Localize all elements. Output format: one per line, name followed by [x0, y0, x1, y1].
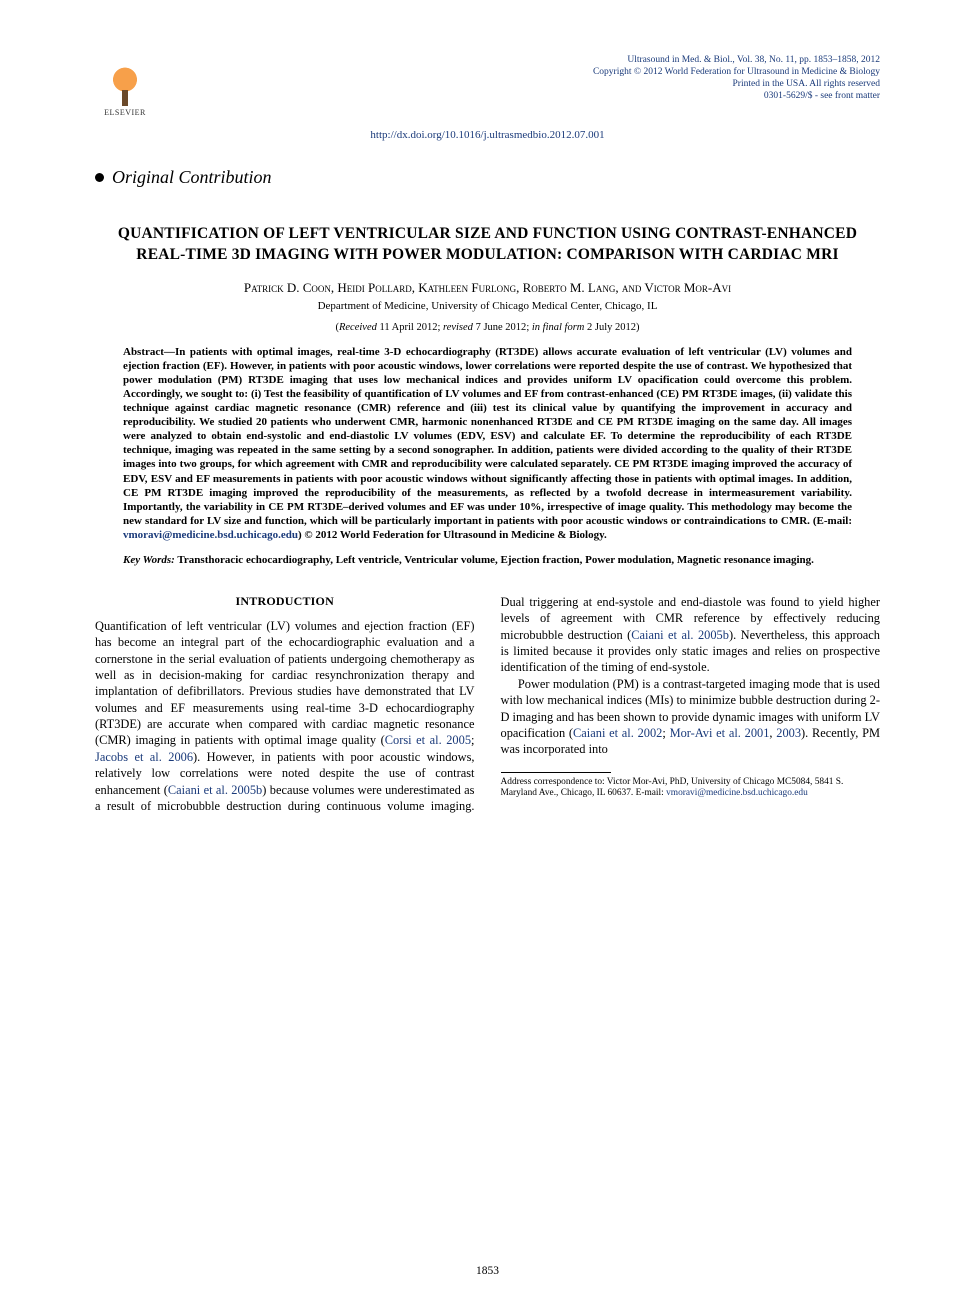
- body-columns: INTRODUCTION Quantification of left vent…: [95, 594, 880, 814]
- footnote-rule: [501, 772, 611, 773]
- received-date: 11 April 2012: [380, 322, 438, 333]
- abstract-body: In patients with optimal images, real-ti…: [123, 346, 852, 527]
- doi-link[interactable]: http://dx.doi.org/10.1016/j.ultrasmedbio…: [370, 129, 604, 141]
- meta-line: Copyright © 2012 World Federation for Ul…: [593, 67, 880, 79]
- citation-link[interactable]: Jacobs et al. 2006: [95, 750, 193, 764]
- keywords-label: Key Words:: [123, 554, 175, 566]
- doi-row: http://dx.doi.org/10.1016/j.ultrasmedbio…: [95, 129, 880, 141]
- header-row: ELSEVIER Ultrasound in Med. & Biol., Vol…: [95, 55, 880, 123]
- abstract-block: Abstract—In patients with optimal images…: [123, 345, 852, 542]
- keywords-list: Transthoracic echocardiography, Left ven…: [177, 554, 814, 566]
- authors-line: Patrick D. Coon, Heidi Pollard, Kathleen…: [95, 280, 880, 296]
- final-label: in final form: [532, 322, 585, 333]
- publisher-label: ELSEVIER: [104, 108, 146, 117]
- meta-line: Ultrasound in Med. & Biol., Vol. 38, No.…: [593, 55, 880, 67]
- elsevier-tree-icon: [104, 62, 146, 106]
- intro-paragraph-2: Power modulation (PM) is a contrast-targ…: [501, 676, 881, 758]
- journal-meta: Ultrasound in Med. & Biol., Vol. 38, No.…: [593, 55, 880, 103]
- meta-line: 0301-5629/$ - see front matter: [593, 91, 880, 103]
- introduction-heading: INTRODUCTION: [95, 594, 475, 610]
- page-number: 1853: [0, 1265, 975, 1277]
- revised-date: 7 June 2012: [476, 322, 527, 333]
- article-dates: (Received 11 April 2012; revised 7 June …: [95, 322, 880, 333]
- page-container: ELSEVIER Ultrasound in Med. & Biol., Vol…: [0, 0, 975, 854]
- bullet-icon: [95, 173, 104, 182]
- correspondence-footnote: Address correspondence to: Victor Mor-Av…: [501, 777, 881, 801]
- abstract-tail: ) © 2012 World Federation for Ultrasound…: [298, 529, 607, 541]
- final-date: 2 July 2012: [587, 322, 636, 333]
- citation-link[interactable]: Caiani et al. 2002: [573, 726, 662, 740]
- corresponding-email-link[interactable]: vmoravi@medicine.bsd.uchicago.edu: [123, 529, 298, 541]
- publisher-logo: ELSEVIER: [95, 55, 155, 123]
- footnote-email-link[interactable]: vmoravi@medicine.bsd.uchicago.edu: [666, 788, 808, 798]
- citation-link[interactable]: Mor-Avi et al. 2001: [670, 726, 770, 740]
- abstract-label: Abstract—: [123, 346, 175, 358]
- received-label: Received: [339, 322, 377, 333]
- affiliation-line: Department of Medicine, University of Ch…: [95, 300, 880, 312]
- citation-link[interactable]: Caiani et al. 2005b: [168, 783, 262, 797]
- section-marker: Original Contribution: [95, 167, 880, 188]
- citation-link[interactable]: Caiani et al. 2005b: [631, 628, 729, 642]
- citation-link[interactable]: 2003: [776, 726, 801, 740]
- meta-line: Printed in the USA. All rights reserved: [593, 79, 880, 91]
- section-marker-text: Original Contribution: [112, 167, 272, 187]
- article-title: QUANTIFICATION OF LEFT VENTRICULAR SIZE …: [115, 224, 860, 266]
- revised-label: revised: [443, 322, 473, 333]
- keywords-block: Key Words: Transthoracic echocardiograph…: [123, 554, 852, 566]
- citation-link[interactable]: Corsi et al. 2005: [385, 733, 471, 747]
